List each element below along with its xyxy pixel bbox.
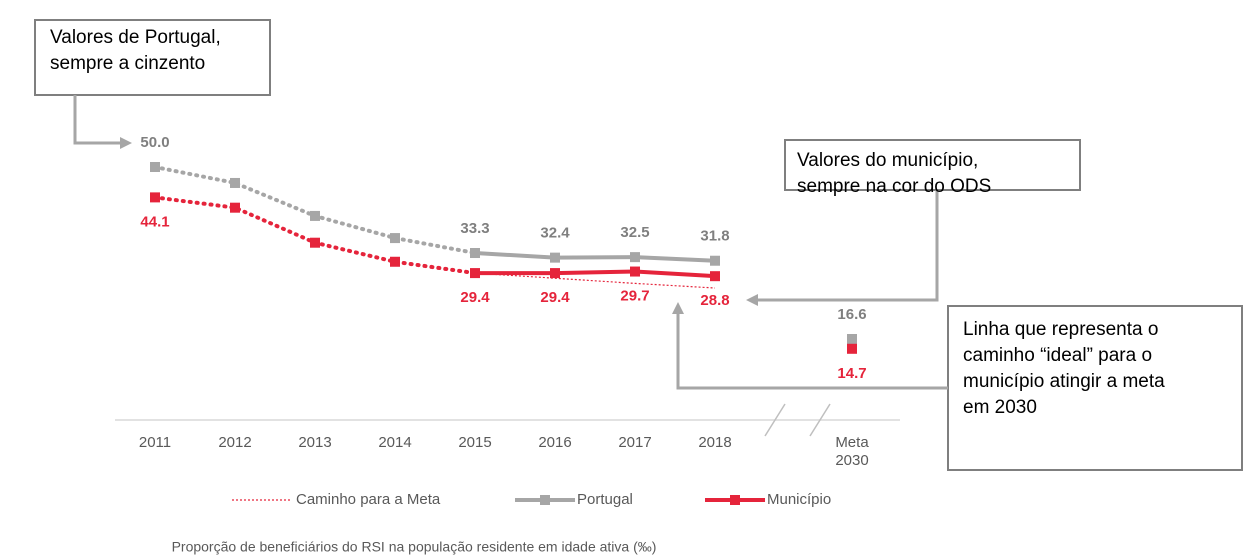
point [710, 255, 720, 266]
value-label: 14.7 [837, 365, 866, 382]
x-tick-label: 2017 [618, 434, 652, 451]
x-tick-label: 2018 [698, 434, 732, 451]
value-label: 16.6 [837, 306, 866, 323]
ideal-line [474, 272, 716, 289]
annotation-arrow [756, 190, 939, 302]
x-tick-label: 2011 [138, 434, 172, 451]
point [470, 248, 480, 259]
annotation-text: sempre na cor do ODS [797, 176, 991, 197]
value-label: 44.1 [140, 213, 169, 230]
dotted-line [153, 195, 477, 276]
point [150, 192, 160, 203]
x-tick-label: 2012 [218, 434, 252, 451]
point [470, 268, 480, 279]
solid-line [475, 269, 716, 279]
annotation-text: caminho “ideal” para o [963, 345, 1152, 366]
x-tick-label: Meta 2030 [835, 434, 869, 469]
legend-label: Caminho para a Meta [296, 491, 441, 508]
value-label: 28.8 [700, 292, 729, 309]
x-tick-label: 2014 [378, 434, 412, 451]
caption: Proporção de beneficiários do RSI na pop… [172, 539, 657, 555]
axis-break [809, 403, 831, 437]
value-label: 29.4 [540, 289, 570, 306]
point [630, 252, 640, 263]
point [150, 162, 160, 172]
legend-label: Município [767, 491, 831, 508]
value-label: 32.4 [540, 225, 570, 242]
annotation-box [34, 19, 271, 96]
x-tick-label: 2013 [298, 434, 332, 451]
point [550, 252, 560, 263]
arrow-head [746, 294, 758, 306]
annotation-text: Valores de Portugal, [50, 27, 221, 48]
annotation-arrow [73, 95, 122, 145]
axis-break [764, 403, 786, 437]
x-tick-label: 2016 [538, 434, 572, 451]
point [310, 210, 320, 221]
annotation-text: Linha que representa o [963, 319, 1158, 340]
annotation-text: Valores do município, [797, 150, 978, 171]
annotation-text: sempre a cinzento [50, 53, 205, 74]
point [630, 266, 640, 277]
arrow-head [120, 137, 132, 149]
legend-marker [540, 495, 550, 505]
point [230, 177, 240, 188]
value-label: 29.7 [620, 288, 649, 305]
annotation-box [784, 139, 1081, 191]
arrow-head [672, 302, 684, 314]
value-label: 31.8 [700, 228, 729, 245]
value-label: 50.0 [140, 134, 169, 151]
annotation-arrow [676, 312, 948, 390]
point [390, 233, 400, 244]
annotation-box [947, 305, 1243, 471]
point [550, 268, 560, 279]
x-tick-label: 2015 [458, 434, 492, 451]
point [310, 237, 320, 248]
annotation-text: município atingir a meta [963, 371, 1165, 392]
point [847, 334, 857, 345]
value-label: 32.5 [620, 224, 649, 241]
point [847, 343, 857, 354]
point [710, 271, 720, 282]
legend-marker [730, 495, 740, 505]
solid-line [474, 251, 716, 263]
value-label: 29.4 [460, 289, 490, 306]
annotation-text: em 2030 [963, 397, 1037, 418]
point [230, 202, 240, 213]
legend-label: Portugal [577, 491, 633, 508]
point [390, 256, 400, 267]
value-label: 33.3 [460, 220, 489, 237]
